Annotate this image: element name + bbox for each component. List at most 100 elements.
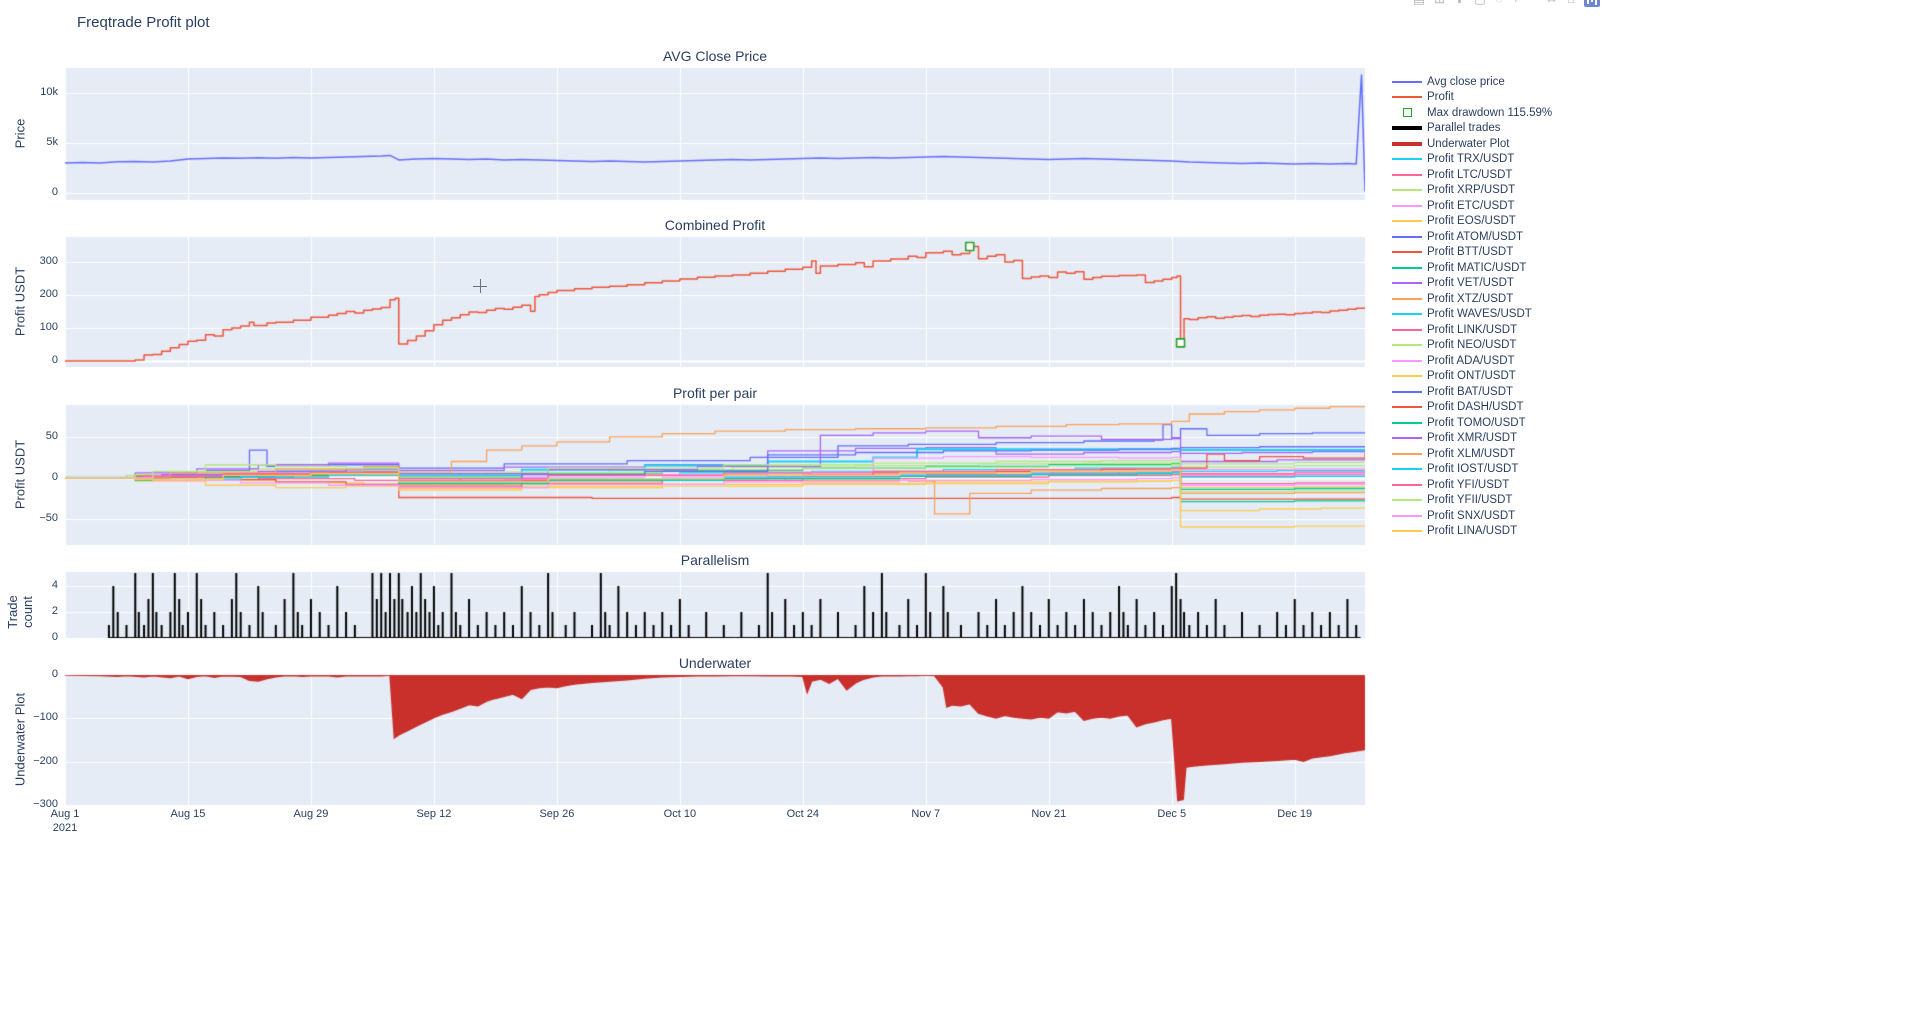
modebar-box-select-icon[interactable]: ▢ bbox=[1474, 0, 1486, 7]
ytick-parallelism-0: 0 bbox=[51, 631, 58, 643]
ytick-avg-close-price-0: 0 bbox=[51, 186, 58, 198]
ytick-combined-profit-0: 0 bbox=[51, 354, 58, 367]
yaxis-title-profit-per-pair: Profit USDT bbox=[12, 439, 28, 510]
legend-label: Profit DASH/USDT bbox=[1427, 401, 1524, 413]
panel-title-profit-per-pair: Profit per pair bbox=[672, 385, 758, 401]
legend-item-profit-ada-usdt[interactable]: Profit ADA/USDT bbox=[1392, 353, 1515, 368]
legend-label: Profit bbox=[1427, 91, 1454, 103]
ytick-underwater-3: −300 bbox=[33, 798, 58, 810]
legend-item-profit-btt-usdt[interactable]: Profit BTT/USDT bbox=[1392, 245, 1513, 260]
legend-label: Max drawdown 115.59% bbox=[1427, 106, 1553, 119]
modebar-zoom-icon[interactable]: ⊞ bbox=[1434, 0, 1445, 7]
ytick-avg-close-price-1: 5k bbox=[46, 136, 58, 148]
legend-item-profit-link-usdt[interactable]: Profit LINK/USDT bbox=[1392, 322, 1517, 337]
yaxis-title-underwater: Underwater Plot bbox=[12, 692, 28, 787]
legend-item-profit-trx-usdt[interactable]: Profit TRX/USDT bbox=[1392, 152, 1514, 167]
legend-item-parallel-trades[interactable]: Parallel trades bbox=[1392, 121, 1501, 136]
legend-sample-icon bbox=[1392, 297, 1422, 300]
legend-sample-icon bbox=[1392, 375, 1422, 377]
xtick-2: Aug 29 bbox=[293, 808, 329, 820]
ytick-combined-profit-3: 300 bbox=[39, 255, 58, 268]
legend-label: Profit ADA/USDT bbox=[1427, 354, 1515, 367]
legend-item-profit-eos-usdt[interactable]: Profit EOS/USDT bbox=[1392, 214, 1516, 229]
legend-item-profit-waves-usdt[interactable]: Profit WAVES/USDT bbox=[1392, 307, 1532, 322]
legend-item-profit-yfii-usdt[interactable]: Profit YFII/USDT bbox=[1392, 493, 1512, 508]
ytick-profit-per-pair-0: −50 bbox=[39, 511, 58, 524]
legend-item-profit-xtz-usdt[interactable]: Profit XTZ/USDT bbox=[1392, 291, 1513, 306]
legend-item-profit-ont-usdt[interactable]: Profit ONT/USDT bbox=[1392, 369, 1516, 384]
legend-sample-icon bbox=[1392, 251, 1422, 253]
legend-sample-icon bbox=[1392, 452, 1422, 455]
legend-item-profit-bat-usdt[interactable]: Profit BAT/USDT bbox=[1392, 384, 1513, 399]
legend-item-profit-yfi-usdt[interactable]: Profit YFI/USDT bbox=[1392, 477, 1509, 492]
legend-label: Profit VET/USDT bbox=[1427, 277, 1514, 289]
yaxis-title-parallelism: Trade count bbox=[5, 595, 35, 629]
xtick-8: Nov 21 bbox=[1031, 808, 1067, 820]
xtick-5: Oct 10 bbox=[663, 808, 697, 820]
legend-sample-icon bbox=[1392, 328, 1422, 331]
legend-sample-icon bbox=[1392, 468, 1422, 470]
legend-item-profit-vet-usdt[interactable]: Profit VET/USDT bbox=[1392, 276, 1514, 291]
legend-item-profit-xrp-usdt[interactable]: Profit XRP/USDT bbox=[1392, 183, 1515, 198]
legend-sample-icon bbox=[1392, 344, 1422, 346]
legend-item-profit-snx-usdt[interactable]: Profit SNX/USDT bbox=[1392, 508, 1515, 523]
legend-item-profit[interactable]: Profit bbox=[1392, 90, 1454, 105]
legend-item-profit-matic-usdt[interactable]: Profit MATIC/USDT bbox=[1392, 260, 1526, 275]
xtick-7: Nov 7 bbox=[911, 808, 941, 820]
legend-sample-icon bbox=[1392, 96, 1422, 98]
modebar-camera-icon[interactable]: ▤ bbox=[1413, 0, 1425, 7]
legend-sample-icon bbox=[1392, 141, 1422, 146]
legend-item-profit-ltc-usdt[interactable]: Profit LTC/USDT bbox=[1392, 167, 1512, 182]
legend-label: Profit LTC/USDT bbox=[1427, 168, 1513, 181]
legend-label: Underwater Plot bbox=[1427, 137, 1510, 150]
ytick-underwater-0: 0 bbox=[51, 668, 58, 680]
panel-title-combined-profit: Combined Profit bbox=[664, 217, 766, 233]
legend-label: Parallel trades bbox=[1427, 122, 1501, 134]
legend-item-profit-lina-usdt[interactable]: Profit LINA/USDT bbox=[1392, 524, 1517, 539]
legend-item-profit-atom-usdt[interactable]: Profit ATOM/USDT bbox=[1392, 229, 1523, 244]
legend-sample-icon bbox=[1392, 173, 1422, 176]
modebar-zoom-out-icon[interactable]: − bbox=[1529, 0, 1537, 7]
legend-sample-icon bbox=[1392, 359, 1422, 362]
legend-item-profit-etc-usdt[interactable]: Profit ETC/USDT bbox=[1392, 198, 1515, 213]
legend-label: Profit XRP/USDT bbox=[1427, 184, 1516, 196]
legend-label: Profit ONT/USDT bbox=[1427, 370, 1516, 382]
legend-sample-icon bbox=[1392, 437, 1422, 439]
legend-sample-icon bbox=[1392, 189, 1422, 191]
modebar-reset-axes-icon[interactable]: ⌂ bbox=[1567, 0, 1575, 7]
modebar-zoom-in-icon[interactable]: + bbox=[1512, 0, 1520, 7]
modebar-autoscale-icon[interactable]: ↔ bbox=[1545, 0, 1558, 7]
legend-sample-icon bbox=[1392, 126, 1422, 130]
xtick-1: Aug 15 bbox=[170, 808, 206, 820]
ytick-profit-per-pair-1: 0 bbox=[51, 470, 58, 483]
legend-label: Profit TOMO/USDT bbox=[1427, 416, 1526, 429]
yaxis-title-avg-close-price: Price bbox=[12, 118, 28, 149]
legend-sample-icon bbox=[1392, 421, 1422, 424]
legend-label: Profit LINA/USDT bbox=[1427, 525, 1518, 537]
legend-item-profit-dash-usdt[interactable]: Profit DASH/USDT bbox=[1392, 400, 1524, 415]
legend-label: Profit XMR/USDT bbox=[1427, 432, 1518, 444]
legend-label: Avg close price bbox=[1427, 75, 1505, 88]
legend-label: Profit YFII/USDT bbox=[1427, 494, 1513, 506]
legend-label: Profit TRX/USDT bbox=[1427, 153, 1515, 165]
legend-label: Profit ATOM/USDT bbox=[1427, 230, 1524, 243]
legend-item-avg-close-price[interactable]: Avg close price bbox=[1392, 74, 1505, 89]
legend-label: Profit ETC/USDT bbox=[1427, 199, 1515, 212]
legend-item-profit-iost-usdt[interactable]: Profit IOST/USDT bbox=[1392, 462, 1518, 477]
ytick-combined-profit-2: 200 bbox=[39, 288, 58, 301]
legend-item-profit-neo-usdt[interactable]: Profit NEO/USDT bbox=[1392, 338, 1516, 353]
plotly-logo[interactable] bbox=[1584, 0, 1600, 7]
legend-sample-icon bbox=[1392, 282, 1422, 284]
legend-item-max-drawdown-115-59[interactable]: Max drawdown 115.59% bbox=[1392, 105, 1552, 120]
modebar-lasso-icon[interactable]: ◌ bbox=[1495, 0, 1503, 7]
legend-sample-icon bbox=[1392, 514, 1422, 517]
legend-item-profit-xlm-usdt[interactable]: Profit XLM/USDT bbox=[1392, 446, 1515, 461]
modebar-pan-icon[interactable]: ✚ bbox=[1454, 0, 1465, 7]
legend-item-profit-tomo-usdt[interactable]: Profit TOMO/USDT bbox=[1392, 415, 1526, 430]
plotly-modebar[interactable]: ▤ ⊞ ✚ ▢ ◌ + − ↔ ⌂ bbox=[1413, 0, 1600, 7]
legend-item-profit-xmr-usdt[interactable]: Profit XMR/USDT bbox=[1392, 431, 1517, 446]
legend-item-underwater-plot[interactable]: Underwater Plot bbox=[1392, 136, 1509, 151]
xtick-0-year: 2021 bbox=[52, 822, 78, 834]
